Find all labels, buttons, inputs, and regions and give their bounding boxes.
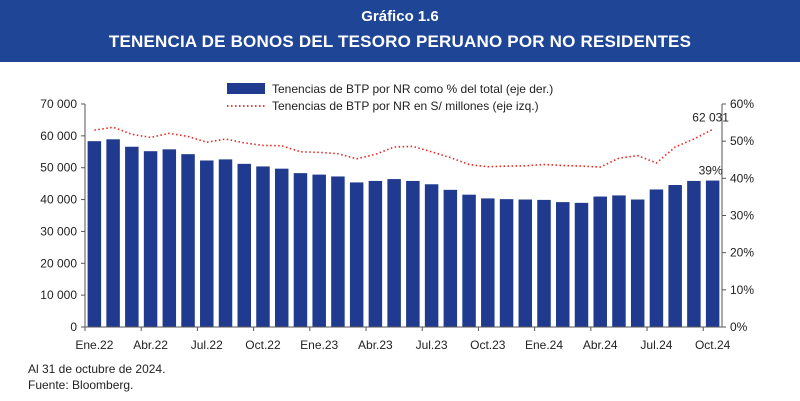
right-tick-label: 50% <box>730 134 754 148</box>
legend-bar-label: Tenencias de BTP por NR como % del total… <box>272 82 553 96</box>
x-tick-label: Oct.23 <box>470 338 506 352</box>
x-tick-label: Jul.24 <box>640 338 672 352</box>
x-tick-label: Ene.23 <box>300 338 338 352</box>
x-tick-label: Oct.24 <box>695 338 731 352</box>
bar-Ene.24 <box>537 199 551 327</box>
annotations: 62 031 39% <box>692 110 729 177</box>
left-tick-label: 30 000 <box>40 224 77 238</box>
bar-Mar.22 <box>125 146 139 327</box>
bar-May.23 <box>387 179 401 327</box>
legend: Tenencias de BTP por NR como % del total… <box>227 82 553 113</box>
left-tick-label: 0 <box>70 320 77 334</box>
bar-Ago.24 <box>668 185 682 327</box>
bar-Sep.23 <box>462 194 476 327</box>
right-tick-label: 30% <box>730 209 754 223</box>
bar-Nov.22 <box>274 168 289 327</box>
axes <box>81 103 726 331</box>
line-series <box>94 126 713 168</box>
bar-Feb.22 <box>106 139 120 327</box>
footer-source: Fuente: Bloomberg. <box>28 378 134 392</box>
bar-Ene.22 <box>87 141 102 327</box>
bar-Dic.23 <box>518 199 533 327</box>
left-tick-label: 70 000 <box>40 97 77 111</box>
bar-Mar.23 <box>349 182 364 327</box>
right-tick-label: 0% <box>730 320 748 334</box>
left-tick-label: 20 000 <box>40 256 77 270</box>
bar-Jun.23 <box>406 180 420 327</box>
bar-Oct.24 <box>705 180 720 327</box>
chart-area: Tenencias de BTP por NR como % del total… <box>40 82 754 352</box>
bar-Sep.22 <box>237 163 251 327</box>
bar-Oct.23 <box>481 198 495 327</box>
annotation-bar: 39% <box>699 164 723 178</box>
bar-Ene.23 <box>312 174 326 327</box>
bar-Feb.24 <box>556 202 570 327</box>
x-tick-label: Abr.23 <box>358 338 393 352</box>
bar-Oct.22 <box>256 166 270 327</box>
x-tick-label: Ene.24 <box>525 338 563 352</box>
bar-Ago.23 <box>443 189 458 327</box>
x-tick-label: Abr.24 <box>583 338 618 352</box>
bar-Abr.23 <box>368 180 383 327</box>
axis-labels: 0 10 000 20 000 30 000 40 000 50 000 60 000 70 … <box>40 97 754 352</box>
legend-line-label: Tenencias de BTP por NR en S/ millones (… <box>272 99 539 113</box>
x-tick-label: Abr.22 <box>133 338 168 352</box>
right-tick-label: 60% <box>730 97 754 111</box>
x-tick-label: Jul.22 <box>191 338 223 352</box>
bar-Nov.23 <box>499 199 514 327</box>
bar-Abr.22 <box>143 151 158 327</box>
chart-header: Gráfico 1.6 TENENCIA DE BONOS DEL TESORO… <box>0 0 800 62</box>
right-tick-label: 40% <box>730 171 754 185</box>
bar-Jul.22 <box>200 160 214 327</box>
annotation-line: 62 031 <box>692 110 729 124</box>
x-tick-label: Ene.22 <box>75 338 113 352</box>
legend-bar-swatch <box>227 83 265 94</box>
bar-Mar.24 <box>574 202 589 327</box>
bar-Jul.24 <box>649 189 664 327</box>
left-tick-label: 10 000 <box>40 288 77 302</box>
chart-title: TENENCIA DE BONOS DEL TESORO PERUANO POR… <box>108 32 692 51</box>
bar-Jun.24 <box>630 199 645 327</box>
bar-May.22 <box>162 149 177 327</box>
footer-note: Al 31 de octubre de 2024. <box>28 362 166 376</box>
bar-series <box>87 139 720 327</box>
bar-May.24 <box>612 195 626 327</box>
bar-Abr.24 <box>593 196 607 327</box>
bar-Ago.22 <box>218 159 233 327</box>
line-path <box>94 126 713 168</box>
right-tick-label: 20% <box>730 246 754 260</box>
chart-number: Gráfico 1.6 <box>361 8 439 25</box>
left-tick-label: 50 000 <box>40 161 77 175</box>
x-tick-label: Jul.23 <box>416 338 448 352</box>
right-tick-label: 10% <box>730 283 754 297</box>
left-tick-label: 40 000 <box>40 193 77 207</box>
x-tick-label: Oct.22 <box>245 338 281 352</box>
bar-Feb.23 <box>331 176 345 327</box>
bar-Jun.22 <box>181 154 195 327</box>
bar-Sep.24 <box>687 180 701 327</box>
left-tick-label: 60 000 <box>40 129 77 143</box>
bar-Jul.23 <box>424 184 439 327</box>
bar-Dic.22 <box>293 173 308 327</box>
